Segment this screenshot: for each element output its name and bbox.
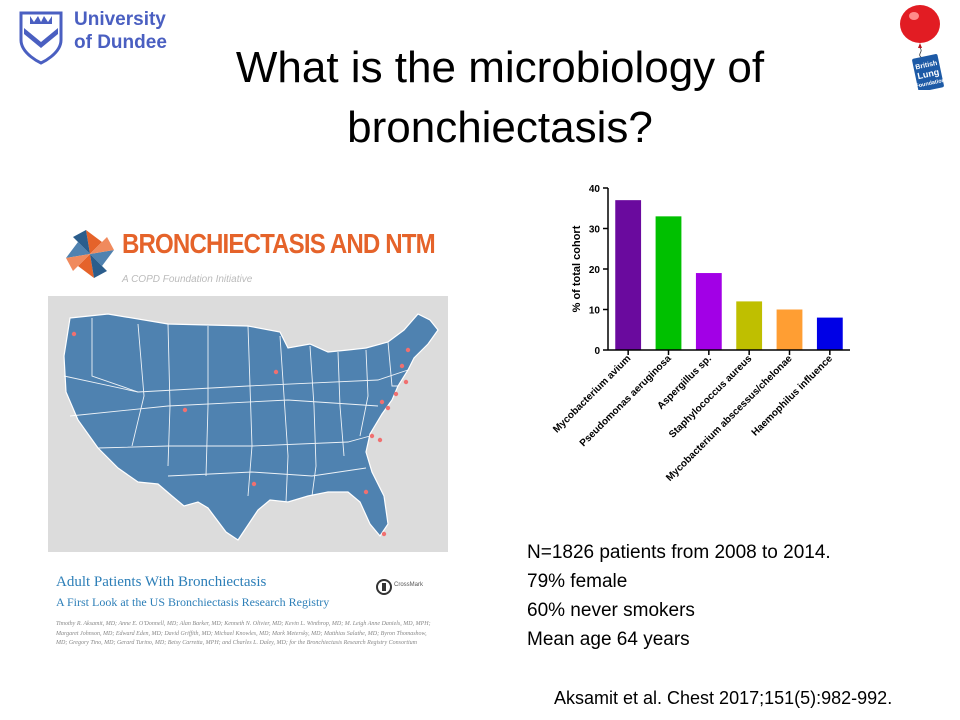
- x-category-label: Haemophilus influence: [750, 353, 835, 438]
- bar-pseudomonas-aeruginosa: [655, 216, 682, 350]
- dundee-crest-icon: [19, 11, 63, 65]
- paper-authors: Timothy R. Aksamit, MD; Anne E. O'Donnel…: [56, 621, 431, 646]
- crossmark-icon: [376, 579, 392, 595]
- dundee-line-1: University: [74, 9, 166, 30]
- crossmark-label: CrossMark: [394, 582, 424, 588]
- bar-mycobacterium-avium: [615, 200, 642, 350]
- y-axis-label: % of total cohort: [571, 225, 583, 312]
- microbiology-bar-chart: 0 10 20 30 40 Mycobacterium aviumPseudomonas…: [551, 184, 850, 484]
- pinwheel-icon: [66, 230, 114, 278]
- stats-line-1: N=1826 patients from 2008 to 2014.: [527, 542, 831, 563]
- slide-title-line-2: bronchiectasis?: [347, 103, 653, 152]
- y-tick-label: 20: [589, 265, 601, 276]
- us-map-image: [63, 313, 439, 541]
- cohort-stats: N=1826 patients from 2008 to 2014. 79% f…: [527, 538, 831, 654]
- slide-title-line-1: What is the microbiology of: [235, 43, 765, 92]
- paper-subtitle: A First Look at the US Bronchiectasis Re…: [56, 595, 330, 609]
- bar-haemophilus-influence: [816, 317, 843, 350]
- balloon-icon: [900, 5, 940, 43]
- y-tick-label: 30: [589, 225, 601, 236]
- chart-bars: [615, 200, 843, 350]
- bar-aspergillus-sp: [695, 273, 722, 350]
- state-borders: [63, 318, 409, 503]
- registry-site-markers: [71, 331, 411, 537]
- stats-line-3: 60% never smokers: [527, 600, 695, 621]
- citation: Aksamit et al. Chest 2017;151(5):982-992…: [554, 688, 893, 708]
- dundee-line-2: of Dundee: [74, 32, 167, 53]
- stats-line-2: 79% female: [527, 571, 628, 592]
- x-category-label: Staphylococcus aureus: [667, 353, 754, 440]
- blf-line-1: British: [915, 60, 938, 71]
- ntm-heading: BRONCHIECTASIS AND NTM: [122, 228, 436, 259]
- crossmark-badge: CrossMark: [376, 578, 430, 598]
- y-tick-label: 10: [589, 306, 601, 317]
- blf-line-2: Lung: [916, 67, 940, 81]
- bar-mycobacterium-abscessus-chelonae: [776, 309, 803, 350]
- bronchiectasis-ntm-logo: BRONCHIECTASIS AND NTM A COPD Foundation…: [62, 222, 436, 292]
- y-tick-label: 0: [594, 346, 600, 357]
- us-registry-map: [48, 296, 448, 552]
- slide-title: What is the microbiology of bronchiectas…: [140, 38, 860, 158]
- y-tick-label: 40: [589, 184, 601, 195]
- ntm-tagline: A COPD Foundation Initiative: [122, 274, 253, 285]
- stats-line-4: Mean age 64 years: [527, 629, 690, 650]
- bar-staphylococcus-aureus: [736, 301, 763, 350]
- y-axis-ticks: 0 10 20 30 40: [589, 184, 608, 357]
- paper-title: Adult Patients With Bronchiectasis: [56, 574, 267, 590]
- university-of-dundee-logo: University of Dundee: [18, 8, 198, 68]
- x-category-label: Mycobacterium avium: [551, 353, 633, 435]
- british-lung-foundation-logo: British Lung Foundation: [900, 5, 946, 90]
